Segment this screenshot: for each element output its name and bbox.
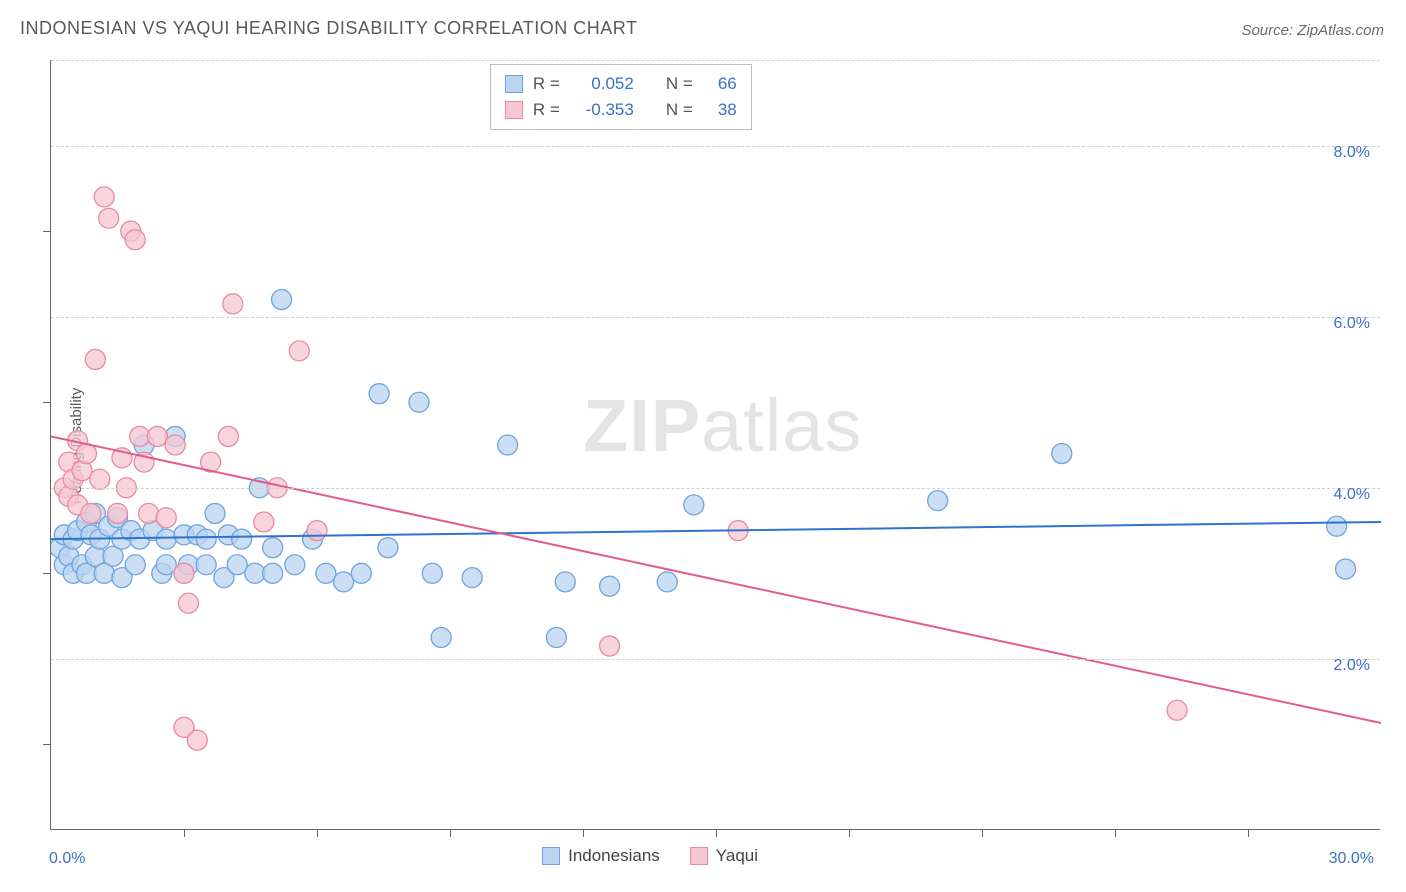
data-point <box>1052 444 1072 464</box>
source-label: Source: ZipAtlas.com <box>1241 22 1384 39</box>
data-point <box>1327 516 1347 536</box>
data-point <box>1167 700 1187 720</box>
data-point <box>90 469 110 489</box>
data-point <box>218 426 238 446</box>
correlation-legend: R = 0.052 N = 66 R = -0.353 N = 38 <box>490 64 752 130</box>
scatter-svg <box>51 60 1381 830</box>
n-label-1: N = <box>666 74 693 94</box>
chart-container: INDONESIAN VS YAQUI HEARING DISABILITY C… <box>0 0 1406 892</box>
data-point <box>99 208 119 228</box>
plot-area: ZIPatlas R = 0.052 N = 66 R = -0.353 N =… <box>50 60 1380 830</box>
data-point <box>108 503 128 523</box>
data-point <box>156 529 176 549</box>
data-point <box>546 628 566 648</box>
data-point <box>334 572 354 592</box>
data-point <box>223 294 243 314</box>
n-value-1: 66 <box>703 74 737 94</box>
data-point <box>422 563 442 583</box>
y-tick-label: 2.0% <box>1334 657 1370 675</box>
data-point <box>289 341 309 361</box>
data-point <box>130 426 150 446</box>
data-point <box>174 563 194 583</box>
chart-title: INDONESIAN VS YAQUI HEARING DISABILITY C… <box>20 18 637 39</box>
r-label-1: R = <box>533 74 560 94</box>
data-point <box>600 576 620 596</box>
data-point <box>187 730 207 750</box>
correlation-row-1: R = 0.052 N = 66 <box>505 71 737 97</box>
data-point <box>147 426 167 446</box>
series-swatch-1 <box>505 75 523 93</box>
data-point <box>657 572 677 592</box>
data-point <box>254 512 274 532</box>
data-point <box>205 503 225 523</box>
data-point <box>94 187 114 207</box>
data-point <box>684 495 704 515</box>
x-tick-label: 0.0% <box>49 850 85 868</box>
trend-line <box>51 522 1381 539</box>
data-point <box>498 435 518 455</box>
data-point <box>125 230 145 250</box>
legend-item-1: Indonesians <box>542 846 660 866</box>
legend-item-2: Yaqui <box>690 846 758 866</box>
data-point <box>178 593 198 613</box>
n-value-2: 38 <box>703 100 737 120</box>
data-point <box>196 555 216 575</box>
data-point <box>196 529 216 549</box>
n-label-2: N = <box>666 100 693 120</box>
data-point <box>369 384 389 404</box>
data-point <box>285 555 305 575</box>
data-point <box>165 435 185 455</box>
data-point <box>125 555 145 575</box>
data-point <box>227 555 247 575</box>
data-point <box>272 290 292 310</box>
series-swatch-2 <box>505 101 523 119</box>
data-point <box>378 538 398 558</box>
data-point <box>316 563 336 583</box>
r-value-2: -0.353 <box>570 100 634 120</box>
legend-swatch-2 <box>690 847 708 865</box>
data-point <box>462 568 482 588</box>
y-tick-label: 8.0% <box>1334 144 1370 162</box>
data-point <box>263 538 283 558</box>
data-point <box>431 628 451 648</box>
legend-swatch-1 <box>542 847 560 865</box>
data-point <box>156 555 176 575</box>
data-point <box>928 491 948 511</box>
data-point <box>307 521 327 541</box>
data-point <box>555 572 575 592</box>
r-value-1: 0.052 <box>570 74 634 94</box>
data-point <box>85 349 105 369</box>
y-tick-label: 6.0% <box>1334 315 1370 333</box>
r-label-2: R = <box>533 100 560 120</box>
series-legend: Indonesians Yaqui <box>542 846 758 866</box>
data-point <box>139 503 159 523</box>
data-point <box>81 503 101 523</box>
data-point <box>600 636 620 656</box>
legend-label-2: Yaqui <box>716 846 758 866</box>
data-point <box>263 563 283 583</box>
legend-label-1: Indonesians <box>568 846 660 866</box>
data-point <box>409 392 429 412</box>
data-point <box>245 563 265 583</box>
y-tick-label: 4.0% <box>1334 486 1370 504</box>
correlation-row-2: R = -0.353 N = 38 <box>505 97 737 123</box>
data-point <box>351 563 371 583</box>
data-point <box>232 529 252 549</box>
x-tick-label: 30.0% <box>1329 850 1374 868</box>
data-point <box>1336 559 1356 579</box>
data-point <box>156 508 176 528</box>
